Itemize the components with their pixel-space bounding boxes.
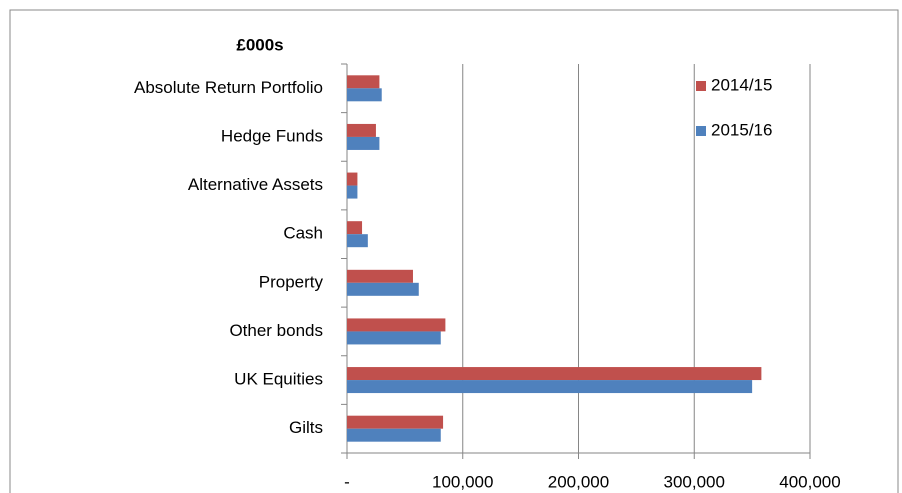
bar [347, 415, 444, 429]
x-tick-label: 300,000 [664, 472, 725, 491]
x-tick-label: 200,000 [548, 472, 609, 491]
x-tick-label: 100,000 [432, 472, 493, 491]
x-tick-label: - [344, 472, 350, 491]
bar [347, 428, 441, 442]
bar [347, 269, 413, 283]
bar [347, 380, 753, 394]
y-tick-label: Cash [283, 224, 323, 243]
x-tick-label: 400,000 [779, 472, 840, 491]
y-tick-label: Alternative Assets [188, 175, 323, 194]
y-tick-label: Property [259, 272, 324, 291]
bar [347, 367, 762, 381]
bar [347, 123, 376, 137]
y-tick-label: UK Equities [234, 370, 323, 389]
y-tick-label: Gilts [289, 418, 323, 437]
legend-swatch [696, 126, 706, 136]
bar [347, 234, 368, 248]
chart-frame [9, 9, 899, 493]
chart-title: £000s [236, 35, 283, 54]
y-tick-label: Hedge Funds [221, 126, 323, 145]
bar [347, 185, 358, 199]
bar [347, 331, 441, 345]
bar [347, 88, 382, 102]
y-tick-label: Other bonds [229, 321, 323, 340]
bar [347, 172, 358, 186]
y-tick-label: Absolute Return Portfolio [134, 78, 323, 97]
bar [347, 75, 380, 89]
bar [347, 318, 446, 332]
legend-swatch [696, 81, 706, 91]
legend-label: 2014/15 [711, 75, 772, 94]
bar [347, 221, 363, 235]
bar [347, 136, 380, 150]
bar [347, 282, 419, 296]
legend-label: 2015/16 [711, 120, 772, 139]
